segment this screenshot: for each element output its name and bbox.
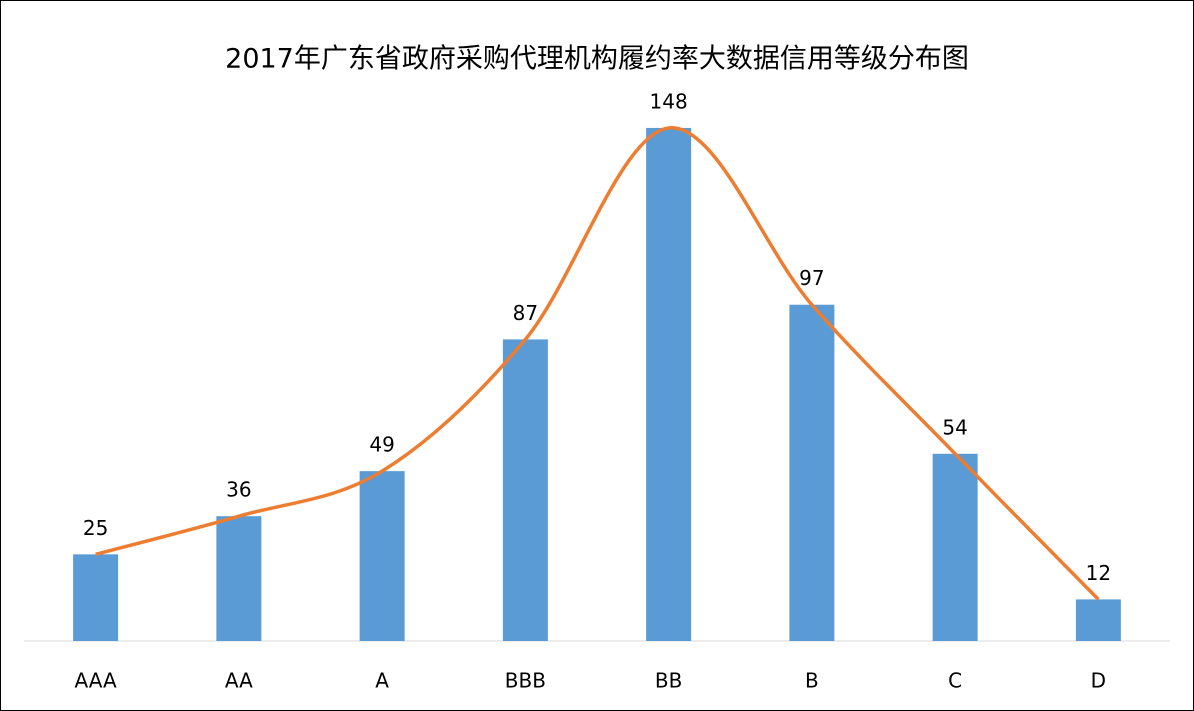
x-tick-label: B [805, 669, 819, 693]
bar [646, 127, 692, 641]
data-label: 36 [226, 478, 251, 502]
bar [73, 554, 119, 641]
data-label: 12 [1086, 561, 1111, 585]
x-tick-label: AA [225, 669, 253, 693]
bar [359, 471, 405, 641]
x-tick-label: A [375, 669, 389, 693]
data-label: 25 [83, 516, 108, 540]
bar [1075, 599, 1121, 641]
bar [502, 339, 548, 641]
trend-line [95, 126, 1100, 601]
x-tick-label: AAA [75, 669, 117, 693]
data-label: 54 [942, 415, 967, 439]
data-label: 49 [369, 433, 394, 457]
data-label: 148 [650, 89, 688, 113]
bar [216, 516, 262, 641]
x-tick-label: BBB [505, 669, 546, 693]
x-tick-label: C [948, 669, 962, 693]
data-label: 97 [799, 266, 824, 290]
x-tick-label: D [1091, 669, 1106, 693]
x-tick-label: BB [655, 669, 682, 693]
chart-title: 2017年广东省政府采购代理机构履约率大数据信用等级分布图 [225, 44, 969, 75]
bar [932, 453, 978, 641]
bar [789, 304, 835, 641]
data-label: 87 [513, 301, 538, 325]
